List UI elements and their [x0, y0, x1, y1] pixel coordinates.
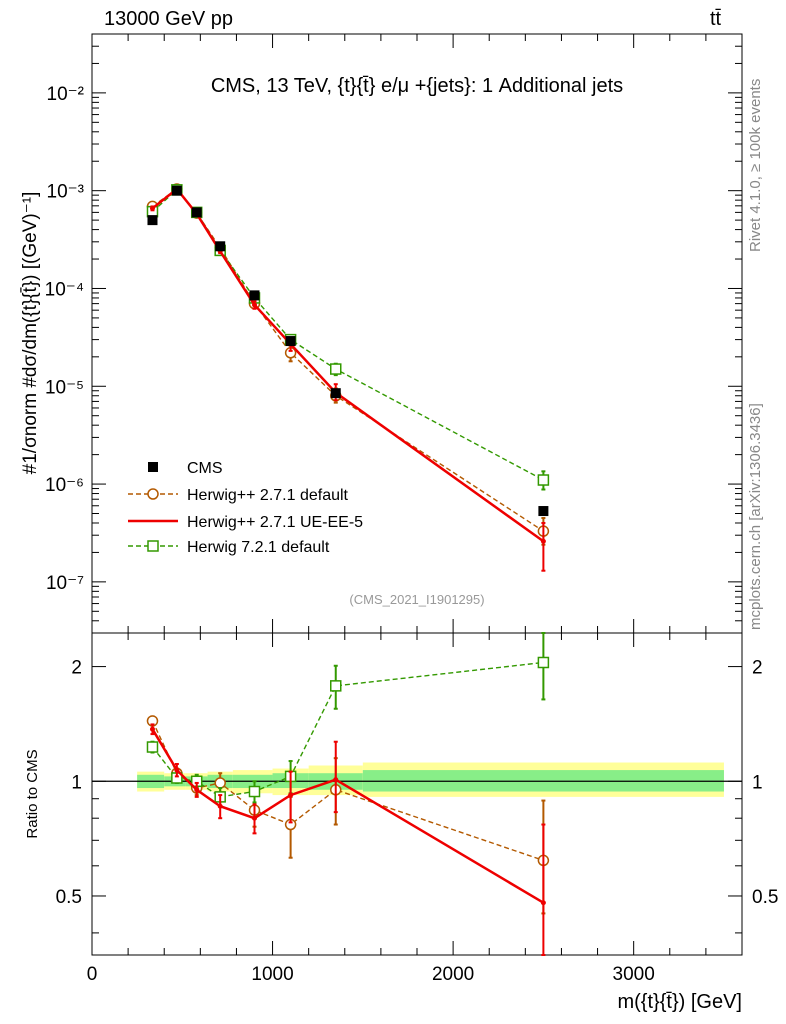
- header-energy-label: 13000 GeV pp: [104, 8, 233, 30]
- data-point: [540, 538, 546, 544]
- ratio-data-point: [252, 815, 257, 821]
- ratio-y-tick-label-right: 0.5: [752, 887, 778, 908]
- series-line: [152, 188, 544, 532]
- ratio-data-point: [330, 680, 342, 692]
- ratio-y-tick-label: 1: [71, 772, 82, 793]
- ratio-data-point: [333, 777, 339, 783]
- data-point: [537, 474, 550, 486]
- data-point: [538, 506, 549, 517]
- ratio-data-point: [217, 803, 223, 809]
- ratio-data-point: [214, 777, 226, 789]
- y-tick-label: 10⁻³: [47, 182, 85, 203]
- main-series: [146, 183, 550, 572]
- legend-label: CMS: [187, 460, 223, 477]
- ratio-data-point: [537, 656, 550, 669]
- main-y-ticks: 10⁻² 10⁻³ 10⁻⁴ 10⁻⁵ 10⁻⁶ 10⁻⁷: [45, 33, 742, 634]
- x-axis-label: m({t}{t̄}) [GeV]: [617, 991, 742, 1013]
- analysis-watermark: (CMS_2021_I1901295): [349, 592, 484, 607]
- ratio-series-herwig-2-7-1-default: [146, 715, 550, 915]
- ratio-panel: 0.5 0.5 1 1 2 2 0 1000 2000 3000 Ratio to CMS m(…: [24, 632, 778, 1013]
- data-point: [249, 290, 260, 301]
- legend-marker: [148, 462, 158, 472]
- chart-title: CMS, 13 TeV, {t}{t̄} e/μ +{jets}: 1 Addi…: [211, 75, 623, 97]
- ratio-data-point: [174, 767, 180, 773]
- legend-label: Herwig 7.2.1 default: [187, 539, 330, 556]
- ratio-series-line: [151, 728, 545, 904]
- legend-label: Herwig++ 2.7.1 default: [187, 487, 349, 504]
- x-tick-label: 1000: [251, 964, 293, 985]
- y-tick-label: 10⁻²: [47, 84, 85, 105]
- data-point: [171, 185, 182, 196]
- ratio-data-point: [288, 792, 294, 798]
- legend-marker: [147, 488, 159, 500]
- main-x-ticks: [91, 34, 743, 633]
- data-point: [285, 336, 296, 347]
- source-label: mcplots.cern.ch [arXiv:1306.3436]: [747, 403, 764, 630]
- data-point: [147, 215, 158, 226]
- ratio-data-point: [248, 785, 261, 798]
- data-point: [215, 241, 226, 252]
- legend-label: Herwig++ 2.7.1 UE-EE-5: [187, 514, 363, 531]
- data-point: [330, 388, 341, 399]
- ratio-data-point: [149, 726, 155, 732]
- ratio-y-tick-label-right: 1: [752, 772, 763, 793]
- data-point: [149, 205, 155, 211]
- main-y-axis-label: #1/σnorm #dσ/dm({t}{t̄}) [(GeV)⁻¹]: [20, 192, 41, 475]
- ratio-y-axis-label: Ratio to CMS: [24, 749, 41, 838]
- series-cms: [147, 185, 549, 517]
- series-line: [152, 188, 544, 481]
- y-tick-label: 10⁻⁷: [46, 573, 84, 594]
- x-tick-label: 0: [87, 964, 98, 985]
- header-process-label: tt̄: [710, 8, 722, 30]
- y-tick-label: 10⁻⁵: [45, 377, 84, 398]
- ratio-data-point: [540, 900, 546, 906]
- y-tick-label: 10⁻⁶: [45, 475, 84, 496]
- data-point: [330, 363, 342, 375]
- data-point: [191, 207, 202, 218]
- ratio-y-tick-label: 0.5: [56, 887, 82, 908]
- legend: CMS Herwig++ 2.7.1 default Herwig++ 2.7.1 …: [128, 460, 363, 556]
- x-tick-label: 2000: [432, 964, 474, 985]
- data-point: [252, 302, 257, 308]
- y-tick-label: 10⁻⁴: [45, 279, 84, 300]
- legend-marker: [147, 540, 159, 552]
- ratio-y-tick-label-right: 2: [752, 658, 763, 679]
- rivet-version-label: Rivet 4.1.0, ≥ 100k events: [747, 79, 764, 252]
- ratio-y-ticks: 0.5 0.5 1 1 2 2: [56, 658, 778, 934]
- main-panel: 10⁻² 10⁻³ 10⁻⁴ 10⁻⁵ 10⁻⁶ 10⁻⁷ CMS, 13 TeV, {t…: [20, 33, 743, 634]
- ratio-data-point: [146, 741, 159, 753]
- ratio-series-line: [151, 720, 544, 862]
- x-tick-label: 3000: [613, 964, 655, 985]
- ratio-series-herwig-2-7-1-ue-ee-5: [149, 723, 546, 956]
- ratio-series: [146, 632, 550, 956]
- ratio-y-tick-label: 2: [71, 658, 82, 679]
- ratio-data-point: [194, 787, 200, 793]
- ratio-x-ticks: 0 1000 2000 3000: [87, 633, 743, 985]
